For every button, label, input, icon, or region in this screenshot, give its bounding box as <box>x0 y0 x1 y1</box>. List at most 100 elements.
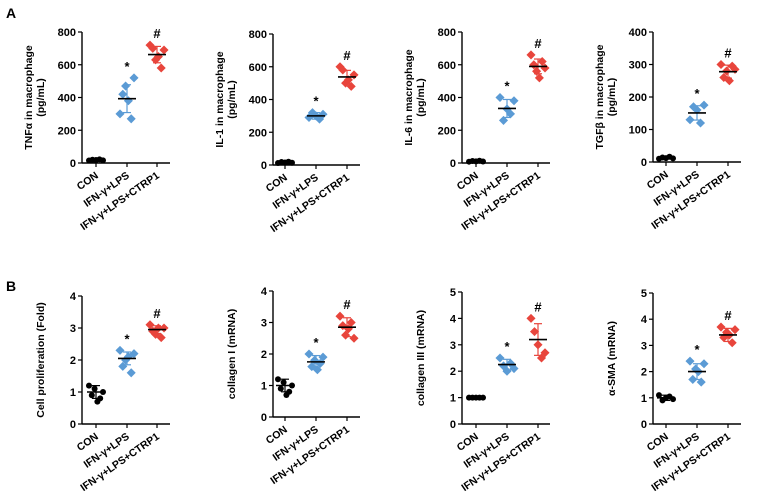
data-point <box>126 114 136 124</box>
y-tick-label: 3 <box>261 318 267 330</box>
y-tick-label: 800 <box>58 27 76 39</box>
y-tick-label: 1 <box>261 381 267 393</box>
data-point <box>656 392 662 399</box>
data-point <box>277 385 284 392</box>
y-axis-label: Cell proliferation (Fold) <box>35 302 47 418</box>
y-tick-label: 3 <box>70 323 76 335</box>
data-point <box>97 395 104 402</box>
data-point <box>304 349 314 359</box>
data-point <box>88 392 95 399</box>
y-tick-label: 0 <box>450 419 456 431</box>
y-tick-label: 1 <box>450 393 456 405</box>
data-point <box>118 89 128 99</box>
y-tick-label: 4 <box>261 286 268 298</box>
data-point <box>685 356 695 366</box>
data-point <box>495 92 505 103</box>
data-point <box>115 109 125 119</box>
y-tick-label: 4 <box>450 313 457 325</box>
data-point <box>526 50 536 60</box>
y-axis-label: TGFβ in macrophage <box>594 44 606 149</box>
data-point <box>526 313 536 323</box>
y-tick-label: 2 <box>261 349 267 361</box>
y-axis-label: IL-6 in macrophage <box>403 49 415 145</box>
y-tick-label: 300 <box>629 60 647 72</box>
data-point <box>495 353 505 363</box>
significance-marker: * <box>313 335 319 350</box>
data-point <box>91 385 98 392</box>
data-point <box>286 388 293 395</box>
y-axis-label: (pg/mL) <box>35 78 47 117</box>
significance-marker: # <box>343 48 351 63</box>
y-tick-label: 2 <box>450 366 456 378</box>
y-tick-label: 3 <box>450 340 456 352</box>
significance-marker: # <box>153 306 161 321</box>
y-tick-label: 200 <box>629 92 647 104</box>
data-point <box>129 73 139 83</box>
data-point <box>338 65 348 75</box>
significance-marker: # <box>534 299 542 314</box>
y-tick-label: 2 <box>70 355 76 367</box>
data-point <box>275 376 281 383</box>
y-axis-label: (pg/mL) <box>415 78 427 117</box>
y-tick-label: 0 <box>261 160 267 172</box>
y-tick-label: 600 <box>58 60 76 72</box>
y-tick-label: 400 <box>438 93 456 105</box>
data-point <box>509 96 519 106</box>
significance-marker: # <box>724 308 732 323</box>
y-tick-label: 200 <box>438 125 456 137</box>
y-tick-label: 400 <box>249 95 267 107</box>
y-tick-label: 800 <box>249 29 267 41</box>
data-point <box>159 45 169 55</box>
y-tick-label: 600 <box>249 62 267 74</box>
data-point <box>699 100 709 110</box>
significance-marker: # <box>153 26 161 41</box>
data-point <box>159 323 169 333</box>
significance-marker: * <box>124 331 130 346</box>
data-point <box>156 333 166 343</box>
data-point <box>730 325 740 335</box>
y-tick-label: 800 <box>438 27 456 39</box>
data-point <box>115 345 125 355</box>
significance-marker: * <box>504 339 510 354</box>
y-tick-label: 5 <box>450 287 456 299</box>
data-point <box>688 374 698 384</box>
panel-label-a: A <box>6 5 16 21</box>
y-tick-label: 1 <box>641 393 647 405</box>
y-tick-label: 3 <box>641 340 647 352</box>
y-tick-label: 400 <box>629 27 647 39</box>
data-point <box>121 81 131 91</box>
y-tick-label: 1 <box>70 387 76 399</box>
y-tick-label: 0 <box>450 158 456 170</box>
data-point <box>126 368 136 378</box>
y-tick-label: 100 <box>629 125 647 137</box>
data-point <box>86 382 92 389</box>
y-tick-label: 200 <box>249 127 267 139</box>
data-point <box>335 311 345 321</box>
panel-label-b: B <box>6 278 16 294</box>
data-point <box>716 59 726 70</box>
y-axis-label: TNFα in macrophage <box>23 45 35 150</box>
data-point <box>123 96 133 106</box>
y-axis-label: (pg/mL) <box>606 78 618 117</box>
data-point <box>699 359 709 369</box>
data-point <box>727 338 737 348</box>
y-tick-label: 2 <box>641 367 647 379</box>
y-axis-label: collagen I (mRNA) <box>226 309 238 399</box>
significance-marker: # <box>343 297 351 312</box>
significance-marker: * <box>694 342 700 357</box>
y-tick-label: 4 <box>70 291 77 303</box>
y-tick-label: 0 <box>641 157 647 169</box>
y-tick-label: 4 <box>641 314 648 326</box>
significance-marker: * <box>313 94 319 109</box>
significance-marker: * <box>694 86 700 101</box>
significance-marker: * <box>124 59 130 74</box>
significance-marker: # <box>534 36 542 51</box>
data-point <box>349 333 359 343</box>
data-point <box>118 361 128 371</box>
data-point <box>129 349 139 359</box>
y-axis-label: collagen III (mRNA) <box>415 310 427 406</box>
y-tick-label: 0 <box>261 412 267 424</box>
data-point <box>156 63 166 73</box>
y-tick-label: 600 <box>438 60 456 72</box>
